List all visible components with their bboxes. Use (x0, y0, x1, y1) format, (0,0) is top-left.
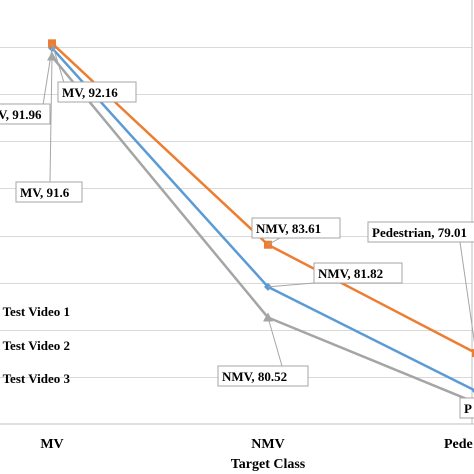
callout-box (459, 397, 474, 419)
callout-leader (267, 237, 281, 246)
legend-entry-3: Test Video 3 (3, 371, 71, 386)
callout-box (251, 217, 341, 239)
x-tick-label: MV (40, 437, 63, 452)
x-tick-labels: MV NMV Pede (40, 437, 472, 452)
data-label: NMV, 80.52 (222, 369, 287, 384)
data-point (47, 51, 57, 61)
data-label: P (464, 401, 472, 416)
data-label: NMV, 83.61 (256, 221, 321, 236)
data-label: MV, 91.6 (20, 185, 70, 200)
callout-box (313, 262, 403, 284)
x-tick-label: NMV (251, 437, 284, 452)
data-label: NMV, 81.82 (318, 266, 383, 281)
x-tick-label: Pede (444, 437, 473, 452)
callout-box (57, 81, 137, 103)
callout-box (367, 221, 474, 243)
callout-box (15, 181, 83, 203)
data-point (263, 312, 273, 322)
data-point (472, 349, 474, 358)
callout-leader (459, 241, 474, 343)
data-callouts: MV, 92.16 V, 91.96 MV, 91.6 NMV, 83.61 NMV, … (0, 43, 474, 419)
callout-leader (49, 56, 53, 183)
data-label: Pedestrian, 79.01 (372, 225, 467, 240)
data-label: MV, 92.16 (62, 85, 118, 100)
legend-entry-2: Test Video 2 (3, 338, 70, 353)
legend: Test Video 1 Test Video 2 Test Video 3 (3, 304, 71, 386)
x-axis-title: Target Class (231, 457, 306, 472)
data-label: V, 91.96 (0, 107, 42, 122)
callout-box (0, 103, 51, 125)
callout-leader (267, 317, 283, 367)
callout-box (217, 365, 309, 387)
callout-leader (267, 282, 315, 288)
legend-entry-1: Test Video 1 (3, 304, 70, 319)
